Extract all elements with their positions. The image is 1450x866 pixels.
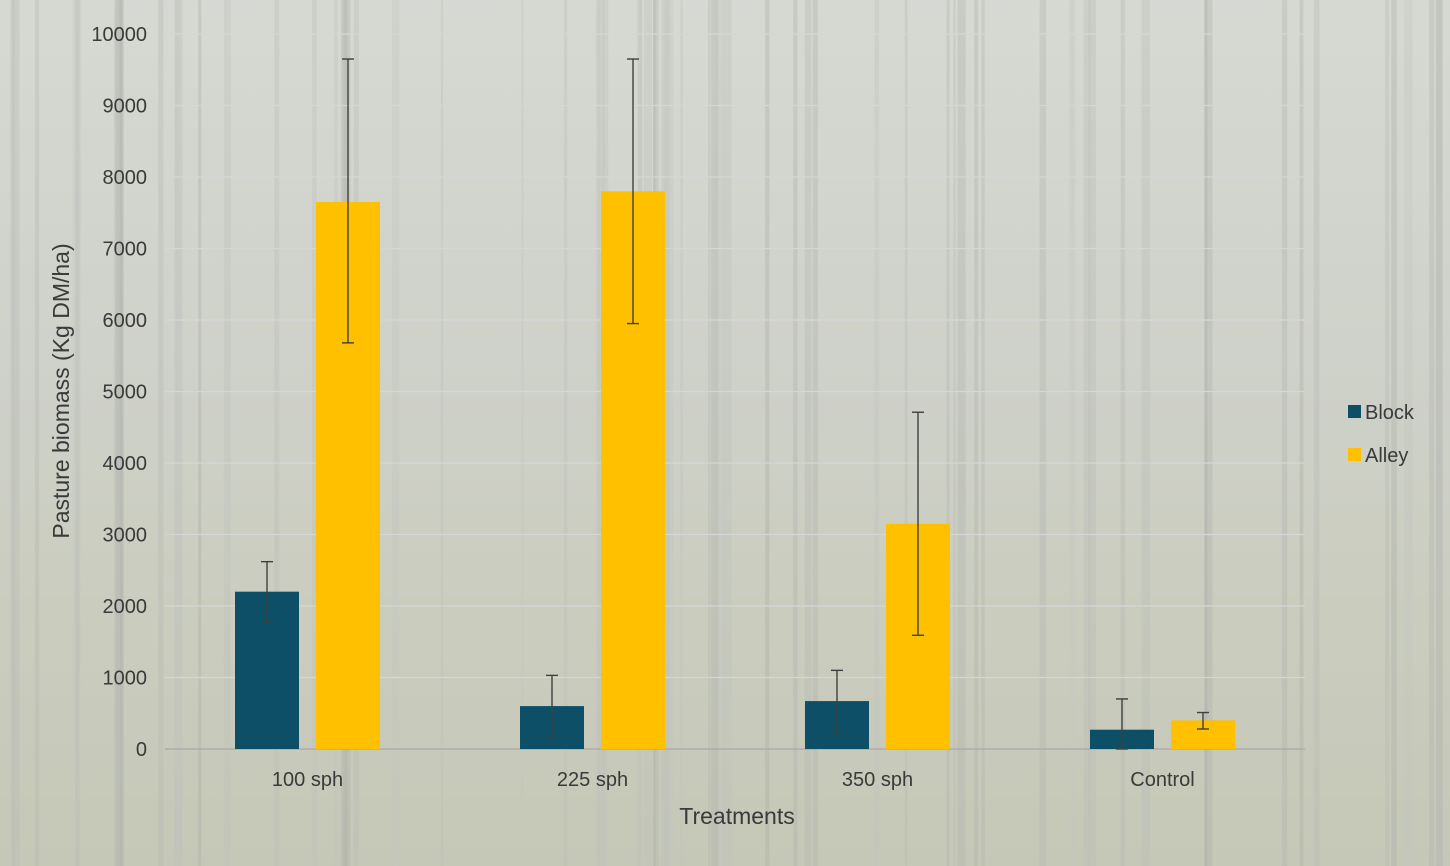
y-tick-label: 6000 <box>103 310 148 332</box>
tree-trunk-shape <box>34 0 40 866</box>
tree-trunk-shape <box>812 0 818 866</box>
y-tick-label: 9000 <box>103 96 148 118</box>
legend-label-alley: Alley <box>1365 445 1408 467</box>
tree-trunk-shape <box>1088 0 1096 866</box>
tree-trunk-shape <box>595 0 600 866</box>
x-tick-label: Control <box>1130 769 1194 791</box>
y-tick-label: 3000 <box>103 525 148 547</box>
tree-trunk-shape <box>118 0 121 866</box>
tree-trunk-shape <box>521 0 524 866</box>
tree-trunk-shape <box>957 0 966 866</box>
tree-trunk-shape <box>661 0 670 866</box>
tree-trunk-shape <box>1299 0 1304 866</box>
tree-trunk-shape <box>1039 0 1047 866</box>
tree-trunk-shape <box>175 0 181 866</box>
tree-trunk-shape <box>904 0 908 866</box>
tree-trunk-shape <box>198 0 202 866</box>
x-tick-label: 100 sph <box>272 769 343 791</box>
tree-trunk-shape <box>311 0 317 866</box>
tree-trunk-shape <box>120 0 123 866</box>
tree-trunk-shape <box>1068 0 1073 866</box>
tree-trunk-shape <box>1436 0 1443 866</box>
y-tick-label: 5000 <box>103 382 148 404</box>
tree-trunk-shape <box>711 0 718 866</box>
tree-trunk-shape <box>974 0 979 866</box>
tree-trunk-shape <box>664 0 674 866</box>
y-tick-label: 0 <box>136 739 147 761</box>
y-tick-label: 10000 <box>91 24 147 46</box>
tree-trunk-shape <box>1204 0 1213 866</box>
tree-trunk-shape <box>1071 0 1076 866</box>
tree-trunk-shape <box>723 0 732 866</box>
tree-trunk-shape <box>113 0 123 866</box>
tree-trunk-shape <box>1204 0 1208 866</box>
tree-trunk-shape <box>10 0 15 866</box>
tree-trunk-shape <box>223 0 231 866</box>
tree-trunk-shape <box>981 0 985 866</box>
x-tick-label: 225 sph <box>557 769 628 791</box>
y-tick-label: 7000 <box>103 239 148 261</box>
y-axis-ticks: 0 1000 2000 3000 4000 5000 6000 7000 8000 9000 100… <box>91 24 147 761</box>
tree-trunk-shape <box>804 0 812 866</box>
y-tick-label: 2000 <box>103 596 148 618</box>
tree-trunk-shape <box>75 0 80 866</box>
x-tick-label: 350 sph <box>842 769 913 791</box>
legend-swatch-alley <box>1348 448 1361 461</box>
legend-label-block: Block <box>1365 402 1415 424</box>
x-axis-ticks: 100 sph 225 sph 350 sph Control <box>272 769 1195 791</box>
tree-trunk-shape <box>1141 0 1150 866</box>
tree-trunk-shape <box>1435 0 1442 866</box>
tree-trunk-shape <box>440 0 444 866</box>
tree-trunk-shape <box>793 0 798 866</box>
y-tick-label: 1000 <box>103 668 148 690</box>
tree-trunk-shape <box>874 0 880 866</box>
tree-trunk-shape <box>174 0 183 866</box>
tree-trunk-shape <box>1083 0 1091 866</box>
tree-trunk-shape <box>718 0 724 866</box>
tree-trunk-shape <box>765 0 770 866</box>
error-bars <box>261 58 1209 750</box>
tree-trunk-shape <box>158 0 164 866</box>
tree-trunk-shape <box>716 0 719 866</box>
y-tick-label: 8000 <box>103 167 148 189</box>
tree-trunk-shape <box>392 0 400 866</box>
y-tick-label: 4000 <box>103 453 148 475</box>
tree-trunk-shape <box>1391 0 1397 866</box>
tree-trunk-shape <box>1404 0 1413 866</box>
bars <box>235 191 1235 750</box>
legend-swatch-block <box>1348 405 1361 418</box>
tree-trunk-shape <box>1385 0 1390 866</box>
tree-trunk-shape <box>708 0 711 866</box>
tree-trunk-shape <box>115 0 124 866</box>
tree-trunk-shape <box>72 0 82 866</box>
y-axis-title: Pasture biomass (Kg DM/ha) <box>48 243 74 538</box>
tree-trunk-shape <box>1281 0 1288 866</box>
tree-trunk-shape <box>274 0 280 866</box>
tree-trunk-shape <box>564 0 568 866</box>
x-axis-title: Treatments <box>679 803 794 829</box>
tree-trunk-shape <box>12 0 20 866</box>
tree-trunk-shape <box>680 0 684 866</box>
legend: Block Alley <box>1348 402 1415 467</box>
tree-trunk-shape <box>953 0 956 866</box>
tree-trunk-shape <box>1429 0 1435 866</box>
tree-trunk-shape <box>1120 0 1126 866</box>
tree-trunk-shape <box>946 0 950 866</box>
tree-trunk-shape <box>1313 0 1320 866</box>
